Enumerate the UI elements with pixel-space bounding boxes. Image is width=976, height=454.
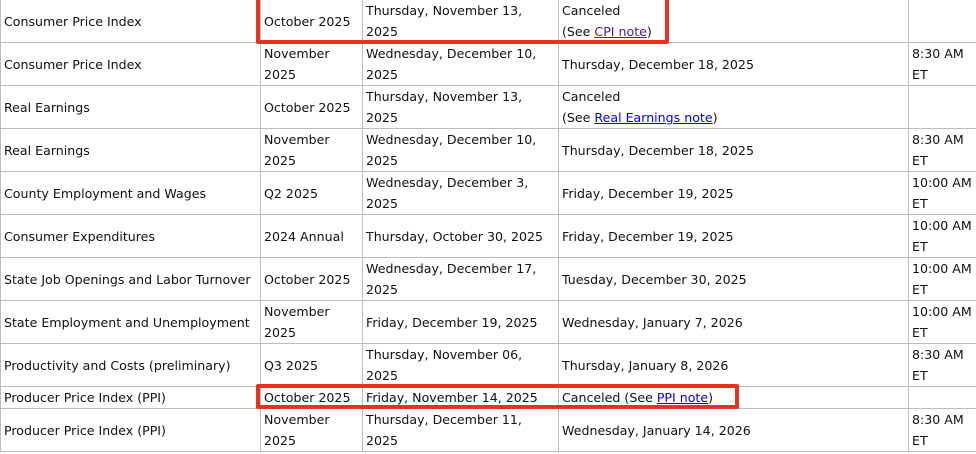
status-text: Canceled [562, 89, 621, 104]
status-text: Canceled [562, 3, 621, 18]
reference-period: November 2025 [260, 300, 363, 344]
table-row: Producer Price Index (PPI) November 2025… [0, 408, 976, 452]
release-time [908, 0, 976, 43]
new-date: Thursday, December 18, 2025 [558, 128, 909, 172]
reference-period: November 2025 [260, 42, 363, 86]
reference-period: 2024 Annual [260, 214, 363, 258]
paren: ) [708, 390, 714, 405]
see-text: (See [562, 24, 595, 39]
reference-period: Q3 2025 [260, 343, 363, 387]
reference-period: Q2 2025 [260, 171, 363, 215]
release-time: 8:30 AM ET [908, 42, 976, 86]
table-row: Consumer Expenditures 2024 Annual Thursd… [0, 214, 976, 258]
cpi-note-link[interactable]: CPI note [594, 24, 647, 39]
original-date: Wednesday, December 10, 2025 [362, 128, 559, 172]
release-time: 10:00 AM ET [908, 214, 976, 258]
release-name: County Employment and Wages [0, 171, 261, 215]
original-date: Wednesday, December 17, 2025 [362, 257, 559, 301]
new-date: Friday, December 19, 2025 [558, 214, 909, 258]
table-row: County Employment and Wages Q2 2025 Wedn… [0, 171, 976, 215]
original-date: Thursday, December 11, 2025 [362, 408, 559, 452]
release-name: Real Earnings [0, 128, 261, 172]
table-row: Consumer Price Index October 2025 Thursd… [0, 0, 976, 43]
ppi-note-link[interactable]: PPI note [656, 390, 709, 405]
release-name: Productivity and Costs (preliminary) [0, 343, 261, 387]
table-row: Real Earnings November 2025 Wednesday, D… [0, 128, 976, 172]
release-name: Producer Price Index (PPI) [0, 408, 261, 452]
table-row: Consumer Price Index November 2025 Wedne… [0, 42, 976, 86]
release-time: 8:30 AM ET [908, 408, 976, 452]
release-name: Consumer Price Index [0, 0, 261, 43]
release-time [908, 386, 976, 409]
release-name: Consumer Expenditures [0, 214, 261, 258]
paren: ) [646, 24, 652, 39]
original-date: Friday, December 19, 2025 [362, 300, 559, 344]
release-time: 10:00 AM ET [908, 257, 976, 301]
original-date: Thursday, November 13, 2025 [362, 85, 559, 129]
table-row: State Employment and Unemployment Novemb… [0, 300, 976, 344]
status-text: Canceled (See [562, 390, 657, 405]
status-cell: Canceled (See Real Earnings note) [558, 85, 909, 129]
reference-period: November 2025 [260, 128, 363, 172]
original-date: Friday, November 14, 2025 [362, 386, 559, 409]
original-date: Wednesday, December 10, 2025 [362, 42, 559, 86]
status-cell: Canceled (See CPI note) [558, 0, 909, 43]
reference-period: October 2025 [260, 257, 363, 301]
table-row: State Job Openings and Labor Turnover Oc… [0, 257, 976, 301]
new-date: Wednesday, January 14, 2026 [558, 408, 909, 452]
reference-period: November 2025 [260, 408, 363, 452]
original-date: Thursday, October 30, 2025 [362, 214, 559, 258]
reference-period: October 2025 [260, 85, 363, 129]
release-time: 8:30 AM ET [908, 128, 976, 172]
release-name: Producer Price Index (PPI) [0, 386, 261, 409]
reference-period: October 2025 [260, 386, 363, 409]
table-row: Real Earnings October 2025 Thursday, Nov… [0, 85, 976, 129]
reference-period: October 2025 [260, 0, 363, 43]
release-time [908, 85, 976, 129]
release-name: Consumer Price Index [0, 42, 261, 86]
table-row: Producer Price Index (PPI) October 2025 … [0, 386, 976, 409]
new-date: Wednesday, January 7, 2026 [558, 300, 909, 344]
original-date: Thursday, November 13, 2025 [362, 0, 559, 43]
paren: ) [712, 110, 718, 125]
status-cell: Canceled (See PPI note) [558, 386, 909, 409]
new-date: Tuesday, December 30, 2025 [558, 257, 909, 301]
real-earnings-note-link[interactable]: Real Earnings note [594, 110, 713, 125]
original-date: Wednesday, December 3, 2025 [362, 171, 559, 215]
release-time: 8:30 AM ET [908, 343, 976, 387]
release-time: 10:00 AM ET [908, 300, 976, 344]
release-time: 10:00 AM ET [908, 171, 976, 215]
original-date: Thursday, November 06, 2025 [362, 343, 559, 387]
new-date: Friday, December 19, 2025 [558, 171, 909, 215]
see-text: (See [562, 110, 595, 125]
table-row: Productivity and Costs (preliminary) Q3 … [0, 343, 976, 387]
new-date: Thursday, December 18, 2025 [558, 42, 909, 86]
release-name: State Employment and Unemployment [0, 300, 261, 344]
release-name: State Job Openings and Labor Turnover [0, 257, 261, 301]
new-date: Thursday, January 8, 2026 [558, 343, 909, 387]
release-name: Real Earnings [0, 85, 261, 129]
